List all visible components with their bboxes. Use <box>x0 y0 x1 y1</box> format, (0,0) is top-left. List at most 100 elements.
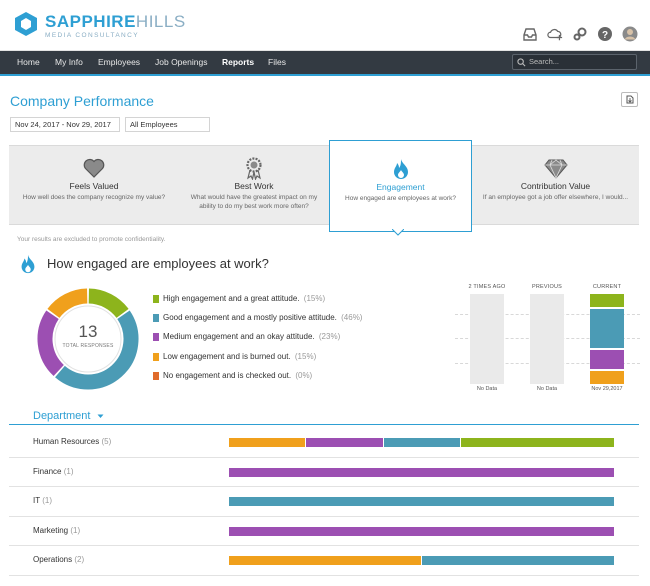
department-row[interactable]: Human Resources (5) <box>9 428 639 458</box>
history-column-heading: CURRENT <box>592 284 622 290</box>
tab-title: Engagement <box>376 182 425 192</box>
page-title: Company Performance <box>10 93 154 109</box>
search-placeholder: Search... <box>529 57 560 66</box>
legend-percent: (15%) <box>294 351 317 361</box>
legend-swatch <box>153 314 159 323</box>
nav-my-info[interactable]: My Info <box>55 57 83 67</box>
history-chart: 2 TIMES AGO No Data PREVIOUS No Data CURRENT… <box>455 281 640 395</box>
legend-swatch <box>153 295 159 303</box>
department-label: Department <box>33 410 91 422</box>
tab-title: Best Work <box>234 181 274 191</box>
search-input[interactable]: Search... <box>512 54 637 70</box>
metric-tabs: Feels Valued How well does the company r… <box>9 140 639 232</box>
legend-percent: (0%) <box>295 370 313 380</box>
legend-label: High engagement and a great attitude. (1… <box>163 294 326 303</box>
department-name: Human Resources (5) <box>33 437 112 446</box>
employee-group-filter[interactable]: All Employees <box>125 117 210 132</box>
settings-icon[interactable] <box>572 26 588 42</box>
tab-description: What would have the greatest impact on m… <box>190 194 318 210</box>
history-bar-segment-medium <box>590 349 624 370</box>
legend-percent: (46%) <box>341 313 363 323</box>
department-bar <box>229 438 615 447</box>
department-bar-segment-medium <box>229 526 614 536</box>
department-bar-segment-low <box>229 438 306 447</box>
export-icon <box>626 95 634 104</box>
tab-title: Contribution Value <box>520 181 591 191</box>
diamond-icon <box>543 159 568 179</box>
department-name: Operations (2) <box>33 555 85 564</box>
department-dropdown[interactable]: Department <box>33 410 104 422</box>
main-nav: Home My Info Employees Job Openings Repo… <box>0 51 650 76</box>
department-row[interactable]: IT (1) <box>9 487 639 517</box>
total-responses-count: 13 <box>78 322 98 341</box>
brand-name: SAPPHIREHILLS <box>45 12 186 31</box>
donut-slice-medium <box>37 310 65 376</box>
history-column[interactable] <box>590 294 624 384</box>
cloud-upload-icon[interactable] <box>547 26 563 42</box>
nav-job-openings[interactable]: Job Openings <box>155 57 208 67</box>
history-column-footer: No Data <box>536 386 558 392</box>
nav-home[interactable]: Home <box>17 57 40 67</box>
legend-swatch <box>153 371 159 380</box>
department-count: (1) <box>63 466 74 476</box>
tab-feels-valued[interactable]: Feels Valued How well does the company r… <box>9 146 179 224</box>
department-name: Marketing (1) <box>33 525 81 535</box>
history-bar-segment-high <box>590 294 624 307</box>
nav-employees[interactable]: Employees <box>98 57 141 67</box>
brand[interactable]: SAPPHIREHILLS MEDIA CONSULTANCY <box>45 13 186 40</box>
department-count: (1) <box>70 525 81 535</box>
legend-percent: (23%) <box>318 332 341 342</box>
tab-best-work[interactable]: Best Work What would have the greatest i… <box>179 146 329 224</box>
history-bar-segment-good <box>590 308 624 348</box>
engagement-donut-chart <box>37 288 139 390</box>
legend-label: No engagement and is checked out. (0%) <box>163 370 313 380</box>
confidentiality-note: Your results are excluded to promote con… <box>17 236 166 243</box>
award-icon <box>246 157 262 180</box>
donut-slice-high <box>88 288 129 319</box>
history-column-footer: Nov 29,2017 <box>591 386 623 392</box>
history-column-footer: No Data <box>476 386 498 392</box>
tab-engagement[interactable]: Engagement How engaged are employees at … <box>329 140 472 232</box>
donut-slice-good <box>55 310 139 390</box>
donut-inner-ring <box>54 305 122 373</box>
department-bar-segment-good <box>229 497 614 506</box>
tab-title: Feels Valued <box>69 181 119 191</box>
department-row[interactable]: Finance (1) <box>9 458 639 487</box>
department-bar-segment-high <box>461 438 615 447</box>
department-row[interactable]: Operations (2) <box>9 546 639 576</box>
date-range-filter[interactable]: Nov 24, 2017 - Nov 29, 2017 <box>10 117 120 132</box>
department-count: (5) <box>101 437 112 446</box>
top-bar: SAPPHIREHILLS MEDIA CONSULTANCY ? <box>0 0 650 51</box>
svg-text:?: ? <box>602 30 608 41</box>
legend-percent: (15%) <box>303 294 326 303</box>
total-responses-label: TOTAL RESPONSES <box>62 343 114 349</box>
history-bar-segment-low <box>590 371 624 384</box>
header-icons: ? <box>522 26 638 42</box>
legend-label: Medium engagement and an okay attitude. … <box>163 332 341 342</box>
chevron-down-icon <box>97 414 104 418</box>
export-button[interactable] <box>621 92 638 107</box>
active-tab-pointer <box>392 229 404 236</box>
brand-subtitle: MEDIA CONSULTANCY <box>45 32 139 39</box>
flame-icon <box>21 254 35 274</box>
history-column-heading: PREVIOUS <box>531 284 563 290</box>
department-bar <box>229 497 614 506</box>
tab-description: How well does the company recognize my v… <box>22 194 166 201</box>
department-bar-segment-good <box>383 438 461 447</box>
department-name: IT (1) <box>33 496 52 505</box>
help-icon[interactable]: ? <box>597 26 613 42</box>
donut-slice-low <box>47 288 88 319</box>
inbox-icon[interactable] <box>522 26 538 42</box>
legend-label: Low engagement and is burned out. (15%) <box>163 351 317 361</box>
tab-contribution-value[interactable]: Contribution Value If an employee got a … <box>472 146 639 224</box>
department-count: (2) <box>74 555 85 564</box>
department-bar <box>229 526 614 536</box>
search-icon <box>517 58 526 67</box>
department-bar-segment-medium <box>229 467 614 477</box>
nav-reports[interactable]: Reports <box>222 57 255 67</box>
legend-label: Good engagement and a mostly positive at… <box>163 313 363 323</box>
department-row[interactable]: Marketing (1) <box>9 517 639 546</box>
nav-files[interactable]: Files <box>268 57 286 67</box>
history-column <box>470 294 504 384</box>
avatar[interactable] <box>622 26 638 42</box>
